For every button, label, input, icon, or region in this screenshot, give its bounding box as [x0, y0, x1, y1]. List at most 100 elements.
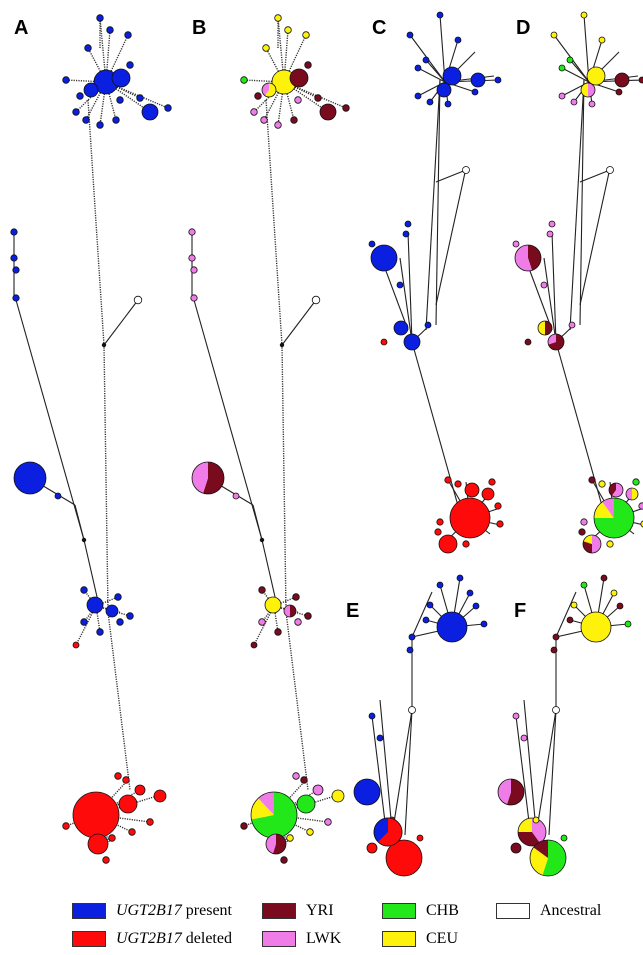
legend-label-present: UGT2B17 present — [116, 902, 232, 919]
haplotype-node — [10, 254, 18, 262]
ancestral-node — [311, 295, 321, 305]
pie-outline — [625, 487, 639, 501]
haplotype-node — [403, 333, 421, 351]
haplotype-node — [10, 228, 18, 236]
network-edge — [95, 605, 101, 633]
haplotype-node-mixed — [373, 817, 403, 847]
haplotype-node — [454, 36, 462, 44]
haplotype-node — [141, 103, 159, 121]
haplotype-node — [188, 228, 196, 236]
haplotype-node — [324, 818, 332, 826]
haplotype-node — [190, 294, 198, 302]
haplotype-node — [494, 76, 502, 84]
haplotype-node — [118, 794, 138, 814]
haplotype-node — [368, 712, 376, 720]
haplotype-node — [472, 602, 480, 610]
pie-outline — [265, 833, 287, 855]
network-edge — [283, 81, 347, 109]
pie-slice — [264, 83, 277, 98]
haplotype-node — [12, 294, 20, 302]
panel-label-e: E — [346, 600, 359, 622]
panel-label-c: C — [372, 17, 386, 39]
pie-slice — [258, 792, 274, 815]
ancestral-node — [552, 706, 560, 714]
haplotype-node — [570, 98, 578, 106]
haplotype-node — [262, 44, 270, 52]
haplotype-node — [558, 64, 566, 72]
haplotype-node-largest — [529, 839, 567, 877]
network-edge — [411, 591, 433, 638]
haplotype-node-large — [497, 778, 525, 806]
haplotype-node — [80, 618, 88, 626]
pie-slice — [498, 779, 511, 805]
haplotype-node — [96, 628, 104, 636]
network-edge — [105, 81, 169, 109]
pie-outline — [264, 596, 282, 614]
pie-slice — [297, 795, 315, 813]
haplotype-node — [436, 518, 444, 526]
haplotype-node — [494, 502, 502, 510]
network-edge — [523, 699, 537, 831]
haplotype-node — [72, 108, 80, 116]
network-edge — [87, 47, 107, 83]
pie-slice — [592, 535, 601, 553]
haplotype-node — [566, 616, 574, 624]
haplotype-node — [396, 281, 404, 289]
pie-outline — [312, 784, 324, 796]
network-edge — [95, 596, 119, 607]
network-edge — [579, 169, 611, 183]
haplotype-network-figure: A B C D E F — [10, 11, 643, 877]
ancestral-node — [606, 166, 614, 174]
haplotype-node — [264, 596, 282, 614]
haplotype-node — [422, 616, 430, 624]
network-edge — [273, 596, 297, 607]
haplotype-node — [294, 618, 302, 626]
pie-slice — [545, 321, 552, 335]
haplotype-node — [283, 604, 297, 618]
haplotype-node — [632, 478, 640, 486]
haplotype-node — [608, 482, 624, 498]
legend-label-ancestral: Ancestral — [540, 902, 602, 919]
haplotype-node — [438, 534, 458, 554]
haplotype-node-largest — [385, 839, 423, 877]
network-edge — [273, 794, 339, 816]
haplotype-node — [286, 834, 294, 842]
haplotype-node — [261, 82, 277, 98]
pie-slice — [374, 818, 388, 842]
haplotype-node-major — [436, 611, 468, 643]
ceu-swatch — [382, 931, 416, 947]
pie-slice — [588, 83, 595, 97]
haplotype-node — [302, 31, 310, 39]
haplotype-node — [122, 776, 130, 784]
pie-slice — [203, 462, 224, 494]
pie-slice — [313, 785, 323, 795]
pie-slice — [583, 535, 592, 544]
pie-outline — [261, 82, 277, 98]
pie-outline — [283, 604, 297, 618]
haplotype-node — [547, 333, 565, 351]
network-edge — [411, 341, 463, 521]
haplotype-node — [625, 487, 639, 501]
pie-slice — [626, 488, 632, 500]
legend-label-deleted: UGT2B17 deleted — [116, 930, 232, 947]
network-edge — [569, 59, 590, 83]
pie-slice — [290, 605, 296, 617]
haplotype-node — [289, 68, 309, 88]
haplotype-node — [414, 64, 422, 72]
network-edge — [283, 81, 319, 99]
pie-slice — [581, 83, 588, 97]
legend-label-chb: CHB — [426, 902, 459, 919]
haplotype-node — [532, 816, 540, 824]
network-edge — [252, 504, 263, 541]
network-edge — [243, 79, 285, 83]
median-vector — [81, 537, 87, 543]
haplotype-node — [54, 492, 62, 500]
pie-outline — [547, 333, 565, 351]
yri-swatch — [262, 903, 296, 919]
haplotype-node — [558, 92, 566, 100]
network-edge — [283, 29, 289, 83]
haplotype-node — [111, 68, 131, 88]
network-edge — [15, 299, 85, 541]
pie-slice — [290, 69, 308, 87]
haplotype-node — [578, 528, 586, 536]
